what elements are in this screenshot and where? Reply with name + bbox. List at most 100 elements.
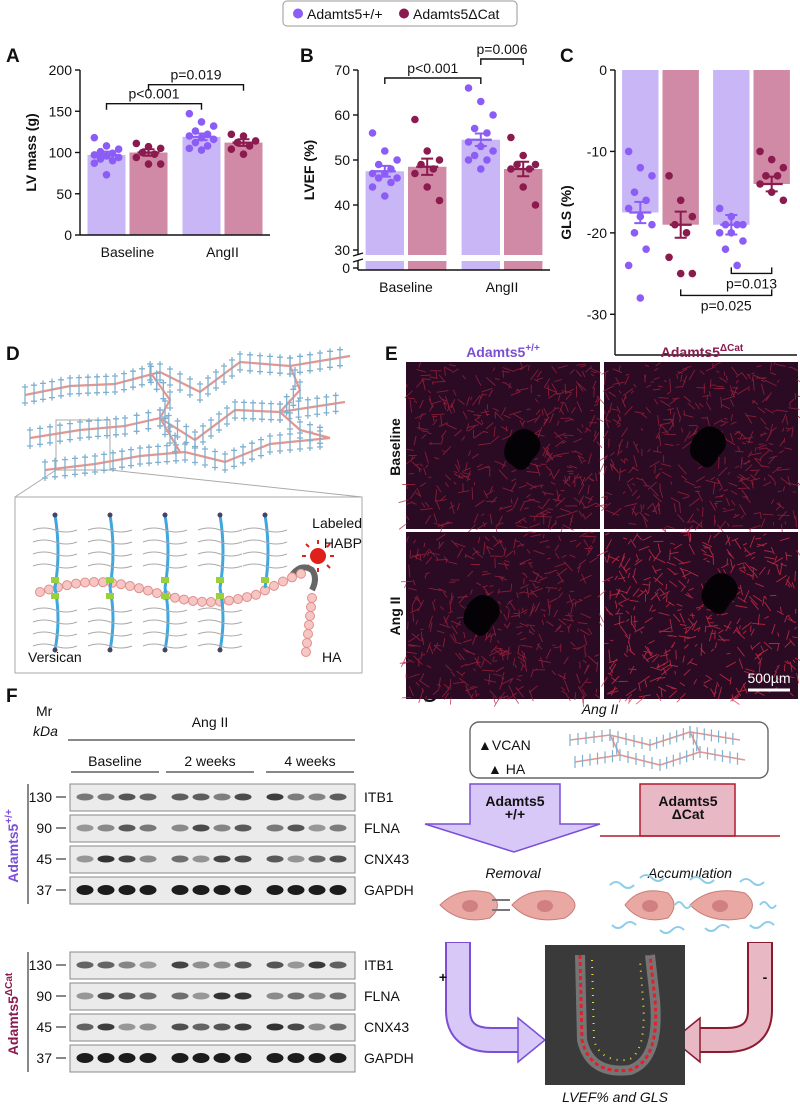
proteoglycan — [42, 459, 48, 481]
y-tick-label: 30 — [334, 242, 350, 258]
blot-band — [76, 1023, 94, 1031]
data-point — [477, 165, 485, 173]
proteoglycan — [332, 392, 339, 415]
proteoglycan — [27, 427, 33, 449]
data-point — [185, 109, 194, 118]
data-point — [531, 201, 540, 209]
blot-band — [192, 1023, 210, 1031]
ha-unit — [116, 579, 126, 590]
outcome-label: Removal — [485, 865, 541, 881]
gag-chain — [197, 643, 243, 649]
y-axis-title: LV mass (g) — [23, 113, 39, 191]
proteoglycan — [182, 441, 188, 463]
data-point — [676, 269, 685, 278]
data-point — [767, 155, 776, 164]
proteoglycan — [145, 409, 152, 432]
proteoglycan — [67, 375, 73, 397]
data-point — [387, 178, 395, 187]
proteoglycan — [110, 449, 116, 472]
data-point — [483, 129, 491, 137]
gag-chain — [142, 563, 188, 569]
blot-band — [287, 793, 305, 801]
blot-band — [171, 855, 189, 863]
ha-unit — [143, 585, 153, 596]
gag-chain — [142, 631, 188, 637]
gag-chain — [197, 527, 243, 533]
data-point — [756, 147, 764, 156]
data-point — [411, 115, 419, 124]
data-point — [102, 170, 111, 179]
g-right-sup: ΔCat — [672, 806, 705, 822]
significance-label: p=0.006 — [477, 41, 528, 57]
significance-label: p<0.001 — [129, 86, 180, 102]
versican-end — [217, 647, 223, 653]
blot-band — [97, 855, 115, 863]
blot-band — [213, 961, 231, 969]
habp — [287, 564, 318, 592]
data-point — [507, 165, 515, 173]
proteoglycan — [122, 415, 128, 437]
blot-band — [266, 793, 284, 801]
data-point — [90, 151, 99, 159]
blot-band — [308, 885, 326, 895]
proteoglycan — [155, 443, 161, 466]
proteoglycan — [95, 417, 101, 440]
proteoglycan — [128, 446, 134, 469]
y-tick-label: 50 — [56, 186, 72, 202]
proteoglycan — [153, 370, 160, 393]
mr-label: Mr — [36, 703, 53, 719]
proteoglycan — [205, 375, 211, 397]
proteoglycan — [130, 368, 136, 391]
proteoglycan — [247, 351, 253, 374]
proteoglycan — [307, 421, 313, 444]
proteoglycan — [94, 373, 100, 396]
blot-band — [234, 793, 252, 801]
blot-band — [213, 855, 231, 863]
blot-band — [139, 1023, 157, 1031]
panel-g: Ang II ▲VCAN ▲ HA Adamts5 +/+ Adamts5 ΔC… — [424, 701, 780, 1105]
blot-band — [234, 885, 252, 895]
blot-band — [171, 885, 189, 895]
gag-chain — [142, 551, 188, 557]
blot-band — [287, 824, 305, 832]
gag-chain — [32, 607, 78, 613]
data-point — [483, 156, 491, 164]
proteoglycan — [40, 380, 46, 403]
protein-label: GAPDH — [364, 882, 414, 898]
ha-unit — [301, 647, 311, 657]
gag-chain — [32, 631, 78, 637]
ha-unit — [197, 596, 207, 607]
scale-bar-label: 500µm — [747, 670, 790, 686]
blot-band — [234, 961, 252, 969]
data-point — [676, 196, 685, 205]
panel-f: Mr kDa Ang II Baseline 2 weeks 4 weeks 130 I… — [4, 703, 414, 1073]
proteoglycan — [277, 432, 283, 454]
proteoglycan — [49, 378, 55, 401]
panel-e: Adamts5+/+ Adamts5ΔCat Baseline Ang II 5… — [387, 343, 800, 707]
blot-band — [213, 1023, 231, 1031]
row-header: Baseline — [387, 418, 403, 476]
link-protein — [216, 593, 224, 599]
blot-band — [97, 1053, 115, 1063]
blot-band — [139, 824, 157, 832]
ha-unit — [296, 568, 306, 579]
proteoglycan — [287, 410, 293, 432]
blot-band — [234, 992, 252, 1000]
gag-chain — [197, 631, 243, 637]
data-point — [470, 124, 479, 133]
chart: 30 40 50 60 70 0 LVEF (%) Baseline AngII p<0.001 p… — [301, 41, 550, 295]
data-point — [642, 245, 650, 253]
proteoglycan — [221, 363, 227, 385]
gag-chain — [197, 619, 243, 625]
blot-band — [192, 1053, 210, 1063]
panel-label: D — [6, 344, 20, 365]
increase-label: ▲ HA — [488, 761, 526, 777]
versican-end — [107, 647, 113, 653]
group-label: 2 weeks — [184, 753, 235, 769]
data-point — [227, 145, 236, 153]
data-point — [470, 151, 479, 160]
treatment-label: Ang II — [192, 714, 229, 730]
x-tick-label: AngII — [206, 244, 239, 260]
proteoglycan — [58, 376, 64, 399]
data-point — [665, 253, 673, 262]
